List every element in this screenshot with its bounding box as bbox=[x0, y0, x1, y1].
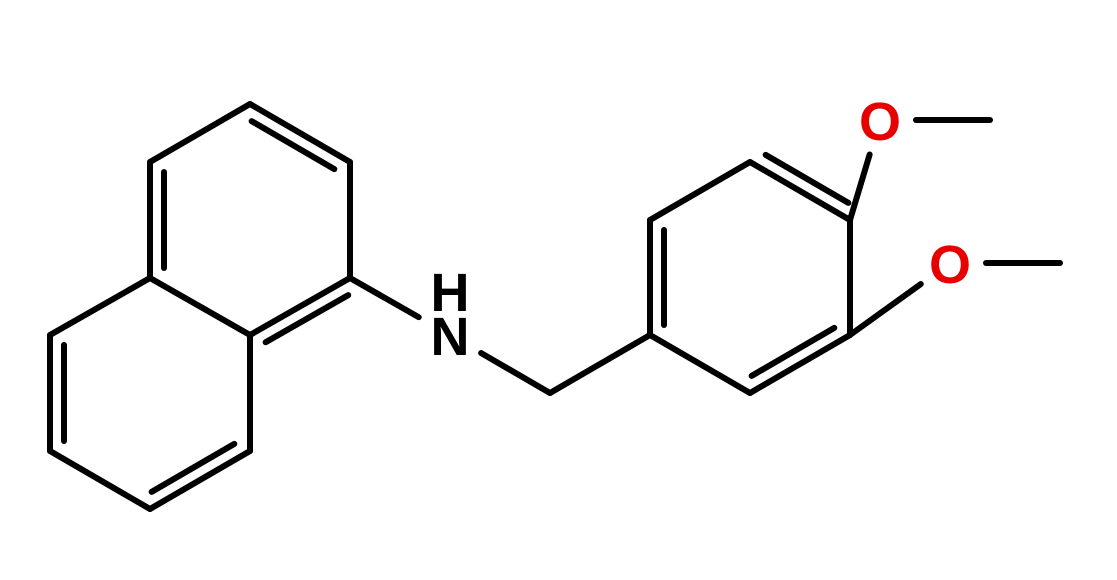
bond bbox=[150, 451, 250, 509]
bond bbox=[350, 278, 419, 317]
bond bbox=[750, 335, 850, 393]
bond bbox=[650, 162, 750, 220]
bond bbox=[550, 335, 650, 393]
bond bbox=[850, 284, 921, 335]
bond bbox=[250, 278, 350, 335]
bond bbox=[481, 353, 550, 393]
bond bbox=[850, 154, 870, 220]
molecule-diagram: NHOO bbox=[0, 0, 1117, 580]
bond bbox=[250, 104, 350, 162]
atom-label-N-H: H bbox=[431, 263, 470, 323]
bond bbox=[50, 451, 150, 509]
bond bbox=[50, 278, 150, 335]
bond bbox=[150, 278, 250, 335]
atom-label-O2: O bbox=[929, 235, 971, 295]
bond bbox=[650, 335, 750, 393]
bond bbox=[150, 104, 250, 162]
atom-label-O1: O bbox=[859, 92, 901, 152]
bond bbox=[750, 162, 850, 220]
